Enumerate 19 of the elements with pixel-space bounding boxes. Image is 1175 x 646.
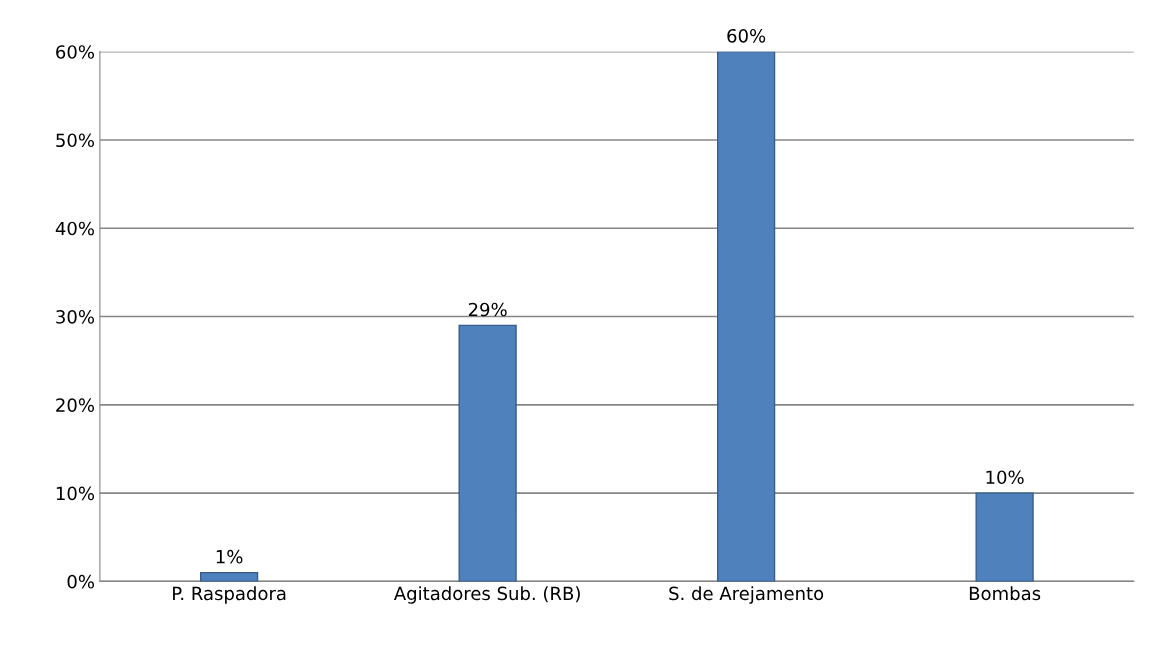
x-tick-label: S. de Arejamento — [669, 586, 824, 604]
x-tick-label: Agitadores Sub. (RB) — [393, 586, 580, 604]
x-tick-label: P. Raspadora — [173, 586, 286, 604]
bar — [199, 571, 259, 582]
data-label: 1% — [216, 549, 243, 564]
bar — [716, 51, 776, 582]
data-label: 60% — [727, 28, 766, 43]
data-label: 29% — [468, 302, 507, 317]
bar — [975, 492, 1034, 582]
y-tick-label: 0% — [67, 574, 95, 589]
y-tick-label: 30% — [56, 310, 95, 324]
y-tick-label: 20% — [56, 398, 95, 412]
y-tick-label: 60% — [56, 45, 95, 59]
y-tick-label: 10% — [56, 486, 95, 501]
x-tick-label: Bombas — [969, 586, 1041, 601]
y-tick-label: 40% — [55, 221, 95, 236]
y-tick-label: 50% — [56, 133, 95, 148]
data-label: 10% — [986, 470, 1024, 485]
bar — [458, 324, 517, 582]
